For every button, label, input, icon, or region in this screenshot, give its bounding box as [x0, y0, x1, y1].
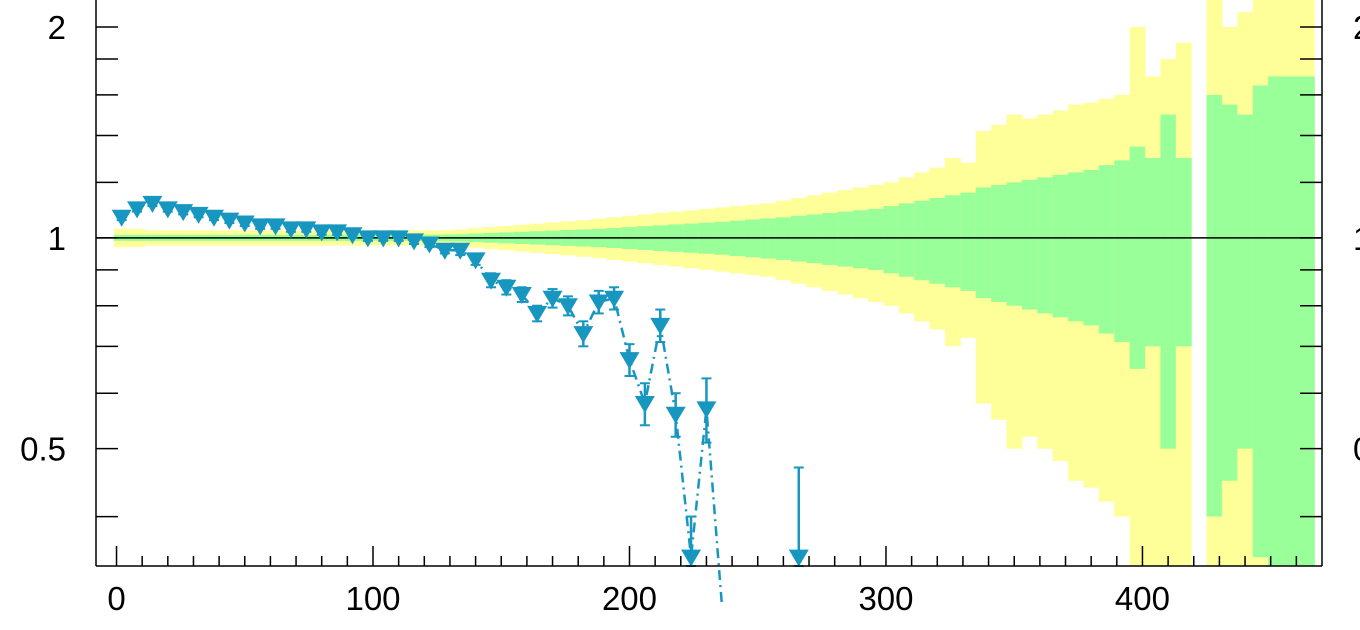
inner-band-bin [929, 197, 946, 284]
data-point-triangle [327, 224, 348, 242]
inner-band-bin [1052, 174, 1069, 318]
inner-band-bin [791, 215, 807, 262]
data-point-triangle [234, 215, 255, 233]
x-tick-label: 100 [345, 580, 400, 617]
data-point-triangle [388, 230, 409, 248]
data-point-triangle [480, 272, 501, 290]
inner-band-bin [1175, 158, 1192, 347]
data-point-triangle [219, 212, 240, 230]
inner-band-bin [1160, 114, 1177, 449]
data-point-triangle [619, 352, 640, 370]
x-tick-label: 200 [602, 580, 657, 617]
data-point-triangle [280, 221, 301, 239]
inner-band-bin [806, 214, 823, 264]
inner-band-bin [868, 208, 884, 270]
data-point-triangle [496, 279, 517, 297]
inner-band-bin [1114, 160, 1131, 343]
data-point-triangle [788, 549, 809, 567]
inner-band-bin [852, 210, 869, 269]
data-point-triangle [203, 209, 224, 227]
inner-band-bin [1283, 76, 1300, 566]
data-point-triangle [111, 209, 132, 227]
inner-band-bin [883, 206, 900, 274]
tick-labels: 0 100 200 300 400 0.5 1 2 2 1 0 [20, 9, 1360, 617]
data-point-triangle [465, 252, 486, 270]
data-point-triangle [450, 242, 471, 260]
inner-band-bin [1083, 169, 1100, 326]
inner-band-bin [991, 184, 1008, 302]
data-point-triangle [419, 236, 440, 254]
right-axis-label: 2 [1353, 9, 1360, 46]
data-point-triangle [542, 290, 563, 308]
inner-band-bin [1129, 146, 1146, 369]
data-point-triangle [665, 406, 686, 424]
inner-band-bin [1237, 114, 1254, 449]
inner-band-bin [960, 192, 977, 291]
axes [95, 0, 1323, 567]
right-axis-label: 0 [1353, 431, 1360, 468]
data-point-triangle [250, 218, 271, 236]
inner-band-bin [1098, 165, 1115, 334]
data-point-triangle [357, 230, 378, 248]
data-point-triangle [342, 227, 363, 245]
data-point-triangle [604, 290, 625, 308]
data-markers [111, 195, 809, 567]
data-point-triangle [188, 206, 209, 224]
inner-band-bin [1037, 177, 1054, 314]
x-tick-label: 0 [107, 580, 125, 617]
inner-band-bin [898, 203, 915, 277]
data-point-triangle [511, 287, 532, 305]
data-point-triangle [527, 305, 548, 323]
data-point-triangle [142, 195, 163, 213]
data-point-triangle [681, 549, 702, 567]
inner-band-bin [1268, 76, 1285, 566]
data-point-triangle [557, 298, 578, 316]
uncertainty-bands [113, 0, 1315, 567]
inner-band-bin [975, 187, 992, 299]
inner-band-bin [1068, 172, 1084, 322]
x-tick-label: 300 [858, 580, 913, 617]
inner-band-bin [821, 213, 838, 265]
y-tick-label: 0.5 [20, 431, 66, 468]
data-point-triangle [157, 201, 178, 219]
data-point-triangle [434, 242, 455, 260]
inner-band-bin [1221, 104, 1238, 481]
inner-band-bin [1145, 158, 1161, 347]
data-point-triangle [127, 201, 148, 219]
data-point-triangle [634, 396, 655, 414]
data-point-triangle [650, 317, 671, 335]
inner-band-bin [1298, 76, 1315, 566]
inner-band-bin [1206, 94, 1223, 517]
data-point-triangle [311, 224, 332, 242]
x-tick-label: 400 [1115, 580, 1170, 617]
inner-band-bin [1252, 85, 1269, 558]
inner-band-bin [837, 211, 854, 267]
inner-band-bin [914, 200, 931, 281]
right-axis-label: 1 [1353, 220, 1360, 257]
data-point-triangle [173, 204, 194, 222]
data-point-triangle [265, 218, 286, 236]
data-point-triangle [373, 230, 394, 248]
data-point-triangle [696, 401, 717, 419]
series-dashdot-line [428, 242, 724, 605]
data-point-triangle [588, 294, 609, 312]
data-point-triangle [404, 233, 425, 251]
data-point-triangle [573, 326, 594, 344]
inner-band-bin [1021, 179, 1038, 310]
y-tick-label: 1 [48, 220, 66, 257]
inner-band-bin [1006, 182, 1023, 306]
data-connecting-line [428, 242, 724, 605]
data-point-triangle [296, 221, 317, 239]
y-tick-label: 2 [48, 9, 66, 46]
inner-band-bin [944, 195, 961, 288]
